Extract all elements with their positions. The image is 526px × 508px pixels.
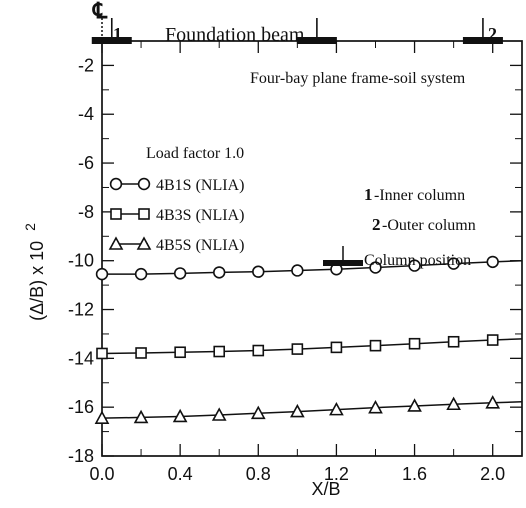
data-point: [329, 401, 344, 416]
y-axis-title-main: (Δ/B) x 10: [27, 241, 47, 321]
y-tick-label: -12: [68, 300, 94, 320]
legend-marker-right: [136, 236, 152, 250]
key-2-text: -Outer column: [382, 217, 476, 234]
y-axis-title-text: (Δ/B) x 10 2: [22, 223, 47, 321]
data-point: [486, 334, 499, 346]
y-tick-label: -6: [78, 153, 94, 173]
key-1-number: 1: [364, 185, 373, 204]
data-point: [369, 339, 382, 352]
axes-layer: -2 -4 -6 -8 -10 -12 -14 -16 -180.0 0.4 0.8 1.2 1.6 2.…: [68, 18, 523, 484]
data-point: [213, 266, 226, 279]
y-tick-label: -2: [78, 55, 94, 75]
data-point: [485, 395, 501, 409]
data-point: [447, 335, 460, 348]
data-point: [213, 345, 226, 358]
legend-label: 4B5S (NLIA): [156, 237, 244, 254]
data-point: [408, 259, 421, 272]
data-point: [133, 409, 149, 424]
y-tick-label: -18: [68, 446, 94, 466]
column-position-symbol: [323, 246, 363, 266]
data-point: [368, 399, 383, 414]
data-point: [135, 347, 147, 359]
key-2-number: 2: [372, 215, 381, 234]
legend: 4B1S (NLIA) 4B3S (NLIA) 4B5S (NLIA): [108, 177, 244, 254]
data-point: [447, 257, 460, 270]
load-factor-label: Load factor 1.0: [146, 145, 244, 162]
column-position-bar-3: [462, 37, 503, 44]
legend-marker-left: [109, 177, 123, 191]
data-point: [252, 265, 265, 278]
x-tick-label: 0.8: [246, 464, 271, 484]
data-point: [486, 255, 499, 269]
legend-label: 4B1S (NLIA): [156, 177, 244, 194]
legend-item-1: 4B1S (NLIA): [109, 177, 244, 194]
data-point: [172, 408, 188, 423]
foundation-beam-label: Foundation beam: [165, 24, 305, 46]
y-tick-label: -16: [68, 397, 94, 417]
y-axis-title-exponent: 2: [22, 223, 38, 231]
y-tick-label: -10: [68, 251, 94, 271]
column-marker-2: 2: [488, 24, 497, 44]
key-outer-column: 2 -Outer column: [372, 215, 476, 234]
legend-item-2: 4B3S (NLIA): [110, 207, 244, 224]
data-point: [94, 410, 110, 424]
x-tick-label: 1.6: [402, 464, 427, 484]
legend-item-3: 4B5S (NLIA): [108, 236, 244, 254]
data-point: [446, 396, 461, 411]
data-point: [96, 347, 108, 360]
legend-label: 4B3S (NLIA): [156, 207, 244, 224]
series-line: [101, 401, 523, 419]
x-tick-label: 0.4: [168, 464, 193, 484]
data-point: [252, 344, 265, 357]
x-tick-label: 1.2: [324, 464, 349, 484]
data-point: [173, 267, 187, 280]
y-tick-label: -4: [78, 104, 94, 124]
series-line: [102, 259, 523, 275]
legend-marker-right: [137, 177, 151, 191]
data-point: [134, 267, 148, 281]
data-point: [330, 341, 343, 354]
data-point: [291, 264, 304, 277]
legend-marker-left: [110, 208, 122, 220]
key-1-text: -Inner column: [374, 187, 465, 204]
column-marker-1: 1: [113, 24, 122, 44]
y-tick-label: -8: [78, 202, 94, 222]
column-position-bar-1: [91, 37, 132, 44]
x-tick-label: 2.0: [480, 464, 505, 484]
data-point: [174, 346, 186, 359]
system-label: Four-bay plane frame-soil system: [250, 70, 466, 87]
data-point: [408, 337, 421, 350]
series-layer: [94, 255, 523, 424]
data-point: [95, 267, 109, 281]
y-axis-title: (Δ/B) x 10 2: [22, 223, 47, 321]
column-position-bar-2: [296, 37, 337, 44]
series-1: [95, 255, 523, 281]
data-point: [250, 405, 266, 420]
data-point: [291, 343, 304, 355]
y-tick-label: -14: [68, 348, 94, 368]
data-point: [290, 403, 305, 418]
key-inner-column: 1 -Inner column: [364, 185, 465, 204]
labels-layer: X/B (Δ/B) x 10 2: [22, 223, 341, 499]
legend-marker-left: [108, 236, 124, 250]
series-3: [94, 395, 523, 424]
data-point: [369, 261, 382, 274]
x-axis-title: X/B: [311, 479, 340, 499]
legend-marker-right: [138, 208, 150, 220]
data-point: [407, 398, 422, 412]
column-position-label: Column position: [364, 252, 471, 269]
data-point: [211, 407, 227, 421]
series-line: [101, 338, 523, 355]
series-2: [96, 334, 523, 360]
centerline-symbol: ℄: [92, 0, 108, 23]
annotation-layer: ℄ Foundation beam 1 2 Four-bay plane fra…: [92, 0, 497, 269]
x-tick-label: 0.0: [89, 464, 114, 484]
